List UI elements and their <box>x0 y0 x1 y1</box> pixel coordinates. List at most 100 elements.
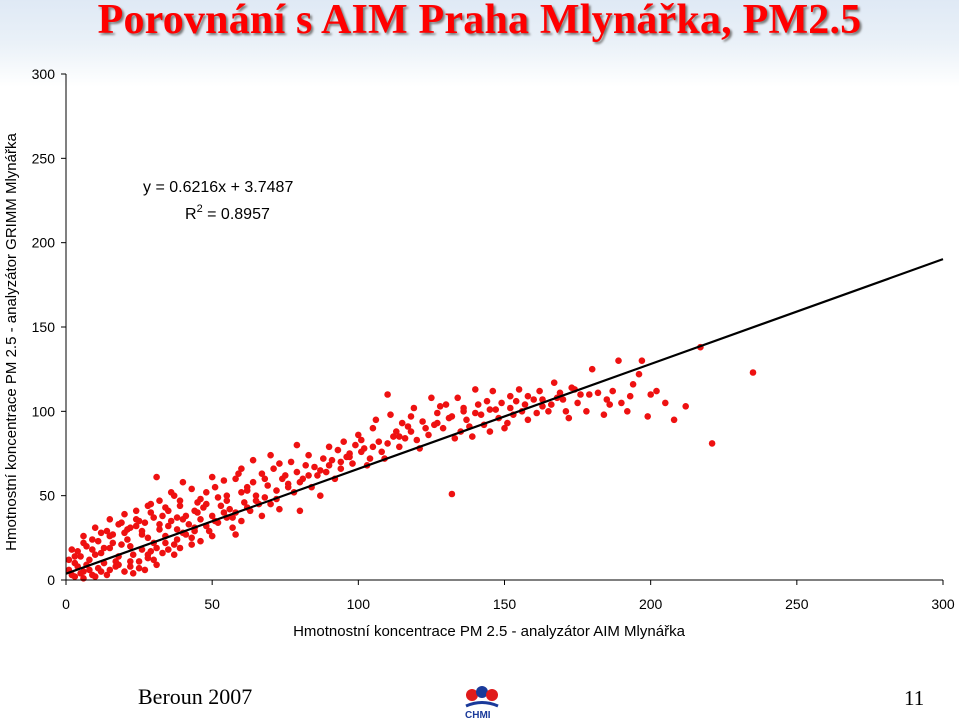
data-point <box>393 428 400 435</box>
data-point <box>68 546 76 553</box>
data-point <box>203 500 210 508</box>
data-point <box>451 435 459 442</box>
y-tick-label: 100 <box>32 403 56 419</box>
data-point <box>545 408 552 415</box>
data-point <box>197 495 204 503</box>
data-point <box>153 473 160 481</box>
data-point <box>320 455 327 462</box>
data-point <box>439 424 447 432</box>
data-point <box>463 416 470 424</box>
data-point <box>486 406 494 413</box>
axes <box>61 73 944 585</box>
data-point <box>80 575 87 582</box>
data-point <box>293 468 301 476</box>
data-point <box>71 573 79 580</box>
data-point <box>106 544 114 552</box>
data-point <box>129 551 137 558</box>
slide-title: Porovnání s AIM Praha Mlynářka, PM2.5 <box>97 0 862 43</box>
data-point <box>74 548 81 555</box>
data-point <box>109 531 117 538</box>
data-point <box>296 478 304 486</box>
data-point <box>387 411 394 419</box>
data-point <box>150 514 157 521</box>
data-point <box>238 489 245 496</box>
data-point <box>176 544 184 552</box>
data-point <box>413 436 421 444</box>
data-point <box>606 401 613 408</box>
data-point <box>305 451 312 459</box>
data-point <box>521 401 529 408</box>
data-point <box>708 440 716 447</box>
data-point <box>127 563 134 570</box>
y-tick-label: 250 <box>32 150 56 166</box>
data-point <box>267 500 274 508</box>
data-point <box>638 357 646 365</box>
data-point <box>121 510 128 518</box>
data-point <box>588 365 596 373</box>
data-point <box>121 568 128 575</box>
data-point <box>97 529 105 537</box>
data-point <box>396 433 403 440</box>
data-point <box>80 532 87 540</box>
data-point <box>372 416 380 424</box>
data-point <box>162 539 169 547</box>
data-point <box>279 475 286 483</box>
data-point <box>188 541 195 548</box>
x-tick-label: 50 <box>204 596 220 612</box>
data-point <box>188 485 195 493</box>
data-point <box>448 413 456 420</box>
data-point <box>448 490 456 498</box>
data-point <box>176 497 184 505</box>
data-point <box>238 517 245 525</box>
data-point <box>492 406 500 413</box>
data-point <box>662 399 669 407</box>
data-point <box>264 482 272 489</box>
y-tick-label: 50 <box>39 488 55 504</box>
data-point <box>644 413 651 420</box>
data-point <box>568 384 575 392</box>
r-squared-sup: 2 <box>197 203 203 215</box>
data-point <box>226 505 233 513</box>
data-point <box>170 551 178 558</box>
data-point <box>115 561 122 569</box>
data-point <box>217 502 225 510</box>
data-point <box>472 409 479 417</box>
data-point <box>176 502 184 510</box>
data-point <box>141 519 149 526</box>
data-point <box>153 544 160 552</box>
data-point <box>337 458 345 466</box>
data-point <box>159 512 166 520</box>
data-point <box>574 399 581 407</box>
data-point <box>366 455 374 462</box>
data-point <box>384 391 391 398</box>
data-point <box>624 408 631 415</box>
data-point <box>135 564 143 572</box>
data-point <box>629 381 637 388</box>
data-point <box>159 549 166 557</box>
data-point <box>328 456 336 464</box>
data-point <box>469 433 476 440</box>
data-point <box>539 403 546 410</box>
data-point <box>501 424 508 432</box>
y-axis-label: Hmotnostní koncentrace PM 2.5 - analyzát… <box>3 133 20 551</box>
data-point <box>609 387 616 395</box>
x-tick-labels: 0 50 100 150 200 250 300 <box>62 596 955 612</box>
x-tick-label: 0 <box>62 596 70 612</box>
r-squared-label: R2 = 0.8957 <box>185 203 270 223</box>
data-point <box>407 428 415 435</box>
data-point <box>410 404 418 412</box>
data-point <box>749 369 757 376</box>
data-point <box>188 534 195 542</box>
data-point <box>586 391 593 398</box>
y-tick-label: 0 <box>47 572 55 588</box>
data-point <box>94 537 102 545</box>
data-point <box>407 413 415 420</box>
data-point <box>258 470 266 478</box>
data-point <box>144 551 152 558</box>
data-point <box>208 473 216 481</box>
r-squared-r: R <box>185 206 197 223</box>
data-point <box>106 516 114 523</box>
data-point <box>355 431 362 439</box>
data-point <box>436 403 444 410</box>
data-point <box>238 465 245 473</box>
